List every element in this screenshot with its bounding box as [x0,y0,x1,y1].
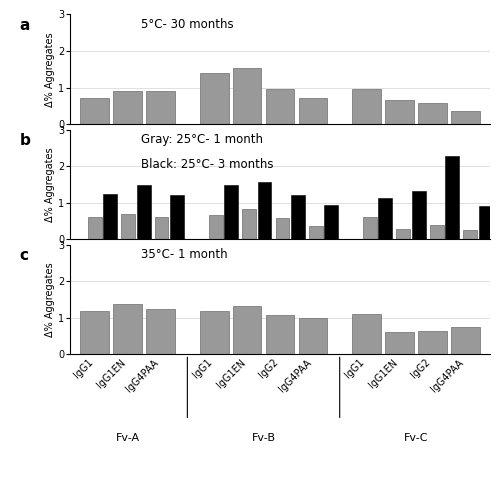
Bar [232,68,262,124]
Bar [446,156,459,240]
Bar [136,185,150,240]
Y-axis label: Δ% Aggregates: Δ% Aggregates [46,147,56,222]
Bar [378,198,392,240]
Text: Fv-A: Fv-A [116,433,140,444]
Bar [80,99,109,124]
Bar [113,91,142,124]
Bar [451,111,480,124]
Bar [385,100,414,124]
Text: a: a [20,18,30,33]
Bar [363,217,377,240]
Bar [418,103,447,124]
Bar [276,218,289,240]
Bar [208,216,222,240]
Bar [266,315,294,354]
Bar [113,304,142,354]
Text: Fv-C: Fv-C [404,433,428,444]
Bar [170,195,184,240]
Text: 5°C- 30 months: 5°C- 30 months [142,18,234,31]
Bar [146,309,175,354]
Bar [80,311,109,354]
Bar [309,227,323,240]
Bar [396,229,410,240]
Text: 35°C- 1 month: 35°C- 1 month [142,248,228,261]
Bar [121,214,135,240]
Bar [352,314,381,354]
Bar [479,206,492,240]
Bar [385,332,414,354]
Bar [242,209,256,240]
Bar [464,230,477,240]
Bar [298,99,328,124]
Bar [146,91,175,124]
Bar [324,205,338,240]
Bar [104,194,117,240]
Bar [291,194,305,240]
Bar [430,226,444,240]
Bar [200,73,228,124]
Bar [418,331,447,354]
Bar [258,182,272,240]
Text: Fv-B: Fv-B [252,433,276,444]
Text: b: b [20,133,30,148]
Bar [451,327,480,354]
Y-axis label: Δ% Aggregates: Δ% Aggregates [46,32,56,106]
Text: Black: 25°C- 3 months: Black: 25°C- 3 months [142,158,274,171]
Bar [232,306,262,354]
Bar [88,217,102,240]
Bar [352,90,381,124]
Bar [200,310,228,354]
Bar [266,90,294,124]
Bar [224,185,238,240]
Text: Gray: 25°C- 1 month: Gray: 25°C- 1 month [142,133,264,146]
Text: c: c [20,248,28,263]
Y-axis label: Δ% Aggregates: Δ% Aggregates [46,262,56,337]
Bar [154,217,168,240]
Bar [412,191,426,240]
Bar [298,318,328,354]
